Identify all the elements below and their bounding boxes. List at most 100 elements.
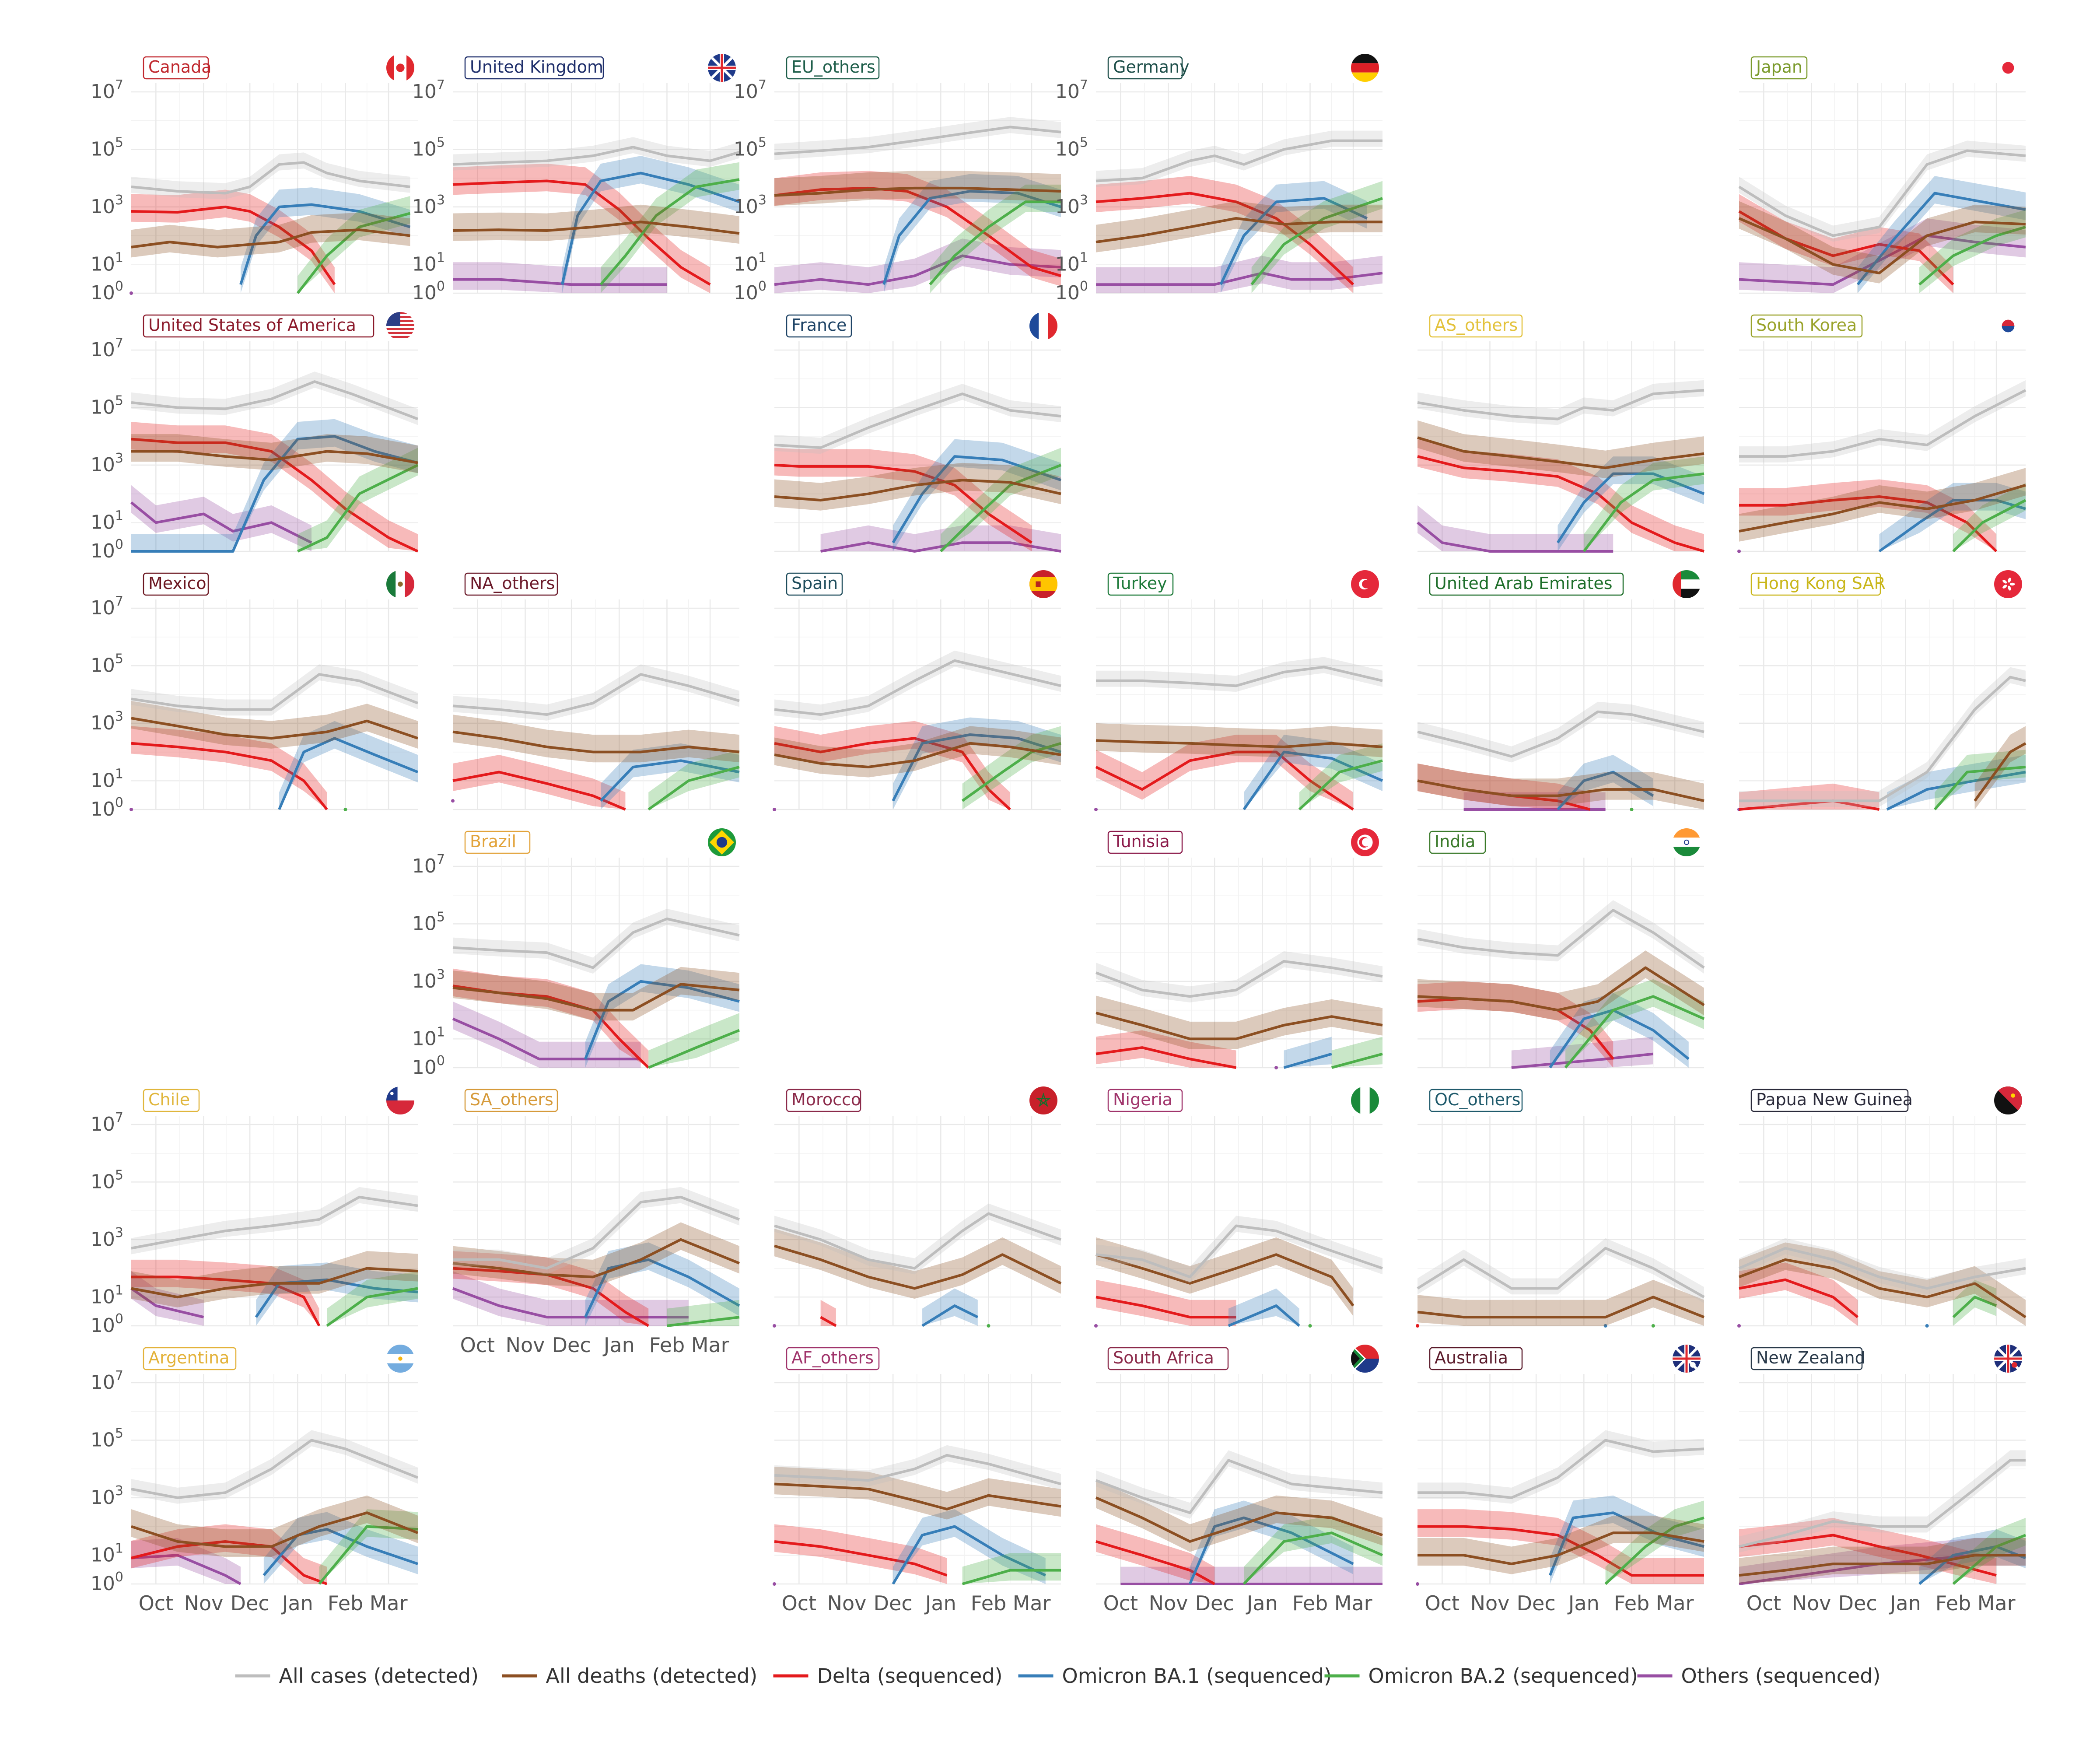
x-tick-label: Nov: [184, 1591, 224, 1615]
panel-title: AF_others: [791, 1348, 874, 1367]
panel-south-africa: South Africa Oct Nov Dec Jan Feb Mar: [1095, 1345, 1383, 1615]
line-ba1: [1556, 472, 1705, 543]
x-tick-label: Nov: [827, 1591, 867, 1615]
x-axis: Oct Nov Dec Jan Feb Mar: [460, 1333, 729, 1357]
x-tick-label: Feb: [328, 1591, 363, 1615]
line-cases: [1417, 389, 1704, 420]
x-axis: Oct Nov Dec Jan Feb Mar: [1425, 1591, 1694, 1615]
panel-title: Brazil: [470, 832, 516, 851]
line-ba2: [1604, 1516, 1704, 1585]
line-cases: [131, 161, 410, 195]
new-zealand-flag-icon: [1994, 1345, 2022, 1373]
x-tick-label: Feb: [971, 1591, 1006, 1615]
ribbon-ba1: [256, 1262, 418, 1326]
y-tick-label: 101: [1055, 250, 1088, 275]
ribbon-deaths: [453, 967, 739, 1021]
tunisia-flag-icon: [1351, 828, 1379, 856]
line-ba2: [1933, 765, 2026, 810]
y-axis: 100 101 103 105 107: [412, 77, 445, 304]
x-axis: Oct Nov Dec Jan Feb Mar: [139, 1591, 408, 1615]
y-axis: 100 101 103 105 107: [91, 1368, 123, 1595]
canada-flag-icon: [386, 54, 414, 82]
line-deaths: [1417, 779, 1704, 802]
papua-new-guinea-flag-icon: [1994, 1086, 2022, 1114]
line-cases: [774, 1454, 1061, 1486]
point-ba2: [1651, 1324, 1655, 1328]
ribbon-deaths: [1096, 201, 1382, 252]
line-deaths: [1739, 484, 2026, 533]
y-tick-label: 105: [412, 909, 445, 935]
ribbon-cases: [1418, 1430, 1704, 1504]
panel-spain: Spain: [773, 570, 1061, 811]
ribbon-ba2: [601, 162, 739, 293]
line-delta: [1096, 1296, 1236, 1319]
y-tick-label: 107: [1055, 77, 1088, 103]
ribbon-others: [131, 1538, 241, 1584]
y-axis: 100 101 103 105 107: [1055, 77, 1088, 304]
line-cases: [131, 673, 419, 711]
x-tick-label: Nov: [1792, 1591, 1831, 1615]
line-cases: [774, 1212, 1062, 1270]
ribbon-others: [1511, 1037, 1653, 1068]
line-ba2: [599, 178, 740, 286]
ribbon-ba2: [962, 726, 1061, 809]
y-tick-label: 101: [91, 1541, 123, 1566]
legend-label: Delta (sequenced): [817, 1664, 1003, 1688]
legend-label: Omicron BA.1 (sequenced): [1062, 1664, 1332, 1688]
x-tick-label: Feb: [1292, 1591, 1328, 1615]
panel-title: AS_others: [1435, 315, 1518, 335]
ribbon-delta: [131, 1524, 327, 1584]
ribbon-delta: [774, 721, 1010, 809]
line-ba2: [940, 464, 1062, 553]
line-others: [131, 1554, 242, 1585]
line-cases: [131, 1439, 419, 1499]
panel-india: India: [1417, 828, 1705, 1069]
line-delta: [774, 463, 1032, 544]
ribbon-ba2: [1331, 1037, 1382, 1068]
panel-tunisia: Tunisia: [1095, 828, 1383, 1069]
line-others: [452, 1287, 689, 1319]
x-axis: Oct Nov Dec Jan Feb Mar: [1746, 1591, 2016, 1615]
line-ba1: [1189, 1516, 1354, 1585]
ribbon-ba1: [893, 439, 1061, 551]
y-axis: 100 101 103 105 107: [91, 77, 123, 304]
panel-title: Spain: [791, 574, 838, 593]
ribbon-others: [131, 485, 312, 551]
y-tick-label: 107: [734, 77, 766, 103]
line-cases: [1095, 960, 1383, 998]
south-korea-flag-icon: [1994, 312, 2022, 340]
line-ba1: [1219, 197, 1368, 285]
line-ba2: [1242, 1531, 1383, 1585]
line-deaths: [452, 221, 740, 235]
x-tick-label: Jan: [281, 1591, 313, 1615]
panel-sa-others: SA_others Oct Nov Dec Jan Feb Mar: [452, 1089, 740, 1357]
line-others: [453, 278, 667, 286]
ribbon-ba2: [1244, 1515, 1382, 1584]
y-tick-label: 103: [412, 967, 445, 992]
line-cases: [1417, 909, 1705, 969]
ribbon-cases: [1096, 951, 1382, 1003]
line-cases: [774, 659, 1061, 716]
y-tick-label: 103: [734, 193, 766, 218]
ribbon-deaths: [1096, 995, 1382, 1049]
line-ba2: [1952, 499, 2026, 553]
panel-title: Morocco: [791, 1090, 861, 1109]
panel-hong-kong-sar: Hong Kong SAR: [1737, 570, 2026, 811]
y-tick-label: 107: [91, 336, 123, 361]
y-tick-label: 107: [91, 77, 123, 103]
line-ba1: [584, 1258, 740, 1318]
usa-flag-icon: [386, 312, 414, 338]
nigeria-flag-icon: [1351, 1086, 1379, 1114]
point-ba1: [1925, 1324, 1929, 1328]
ribbon-ba2: [1584, 456, 1704, 551]
line-ba1: [1228, 1304, 1300, 1327]
line-deaths: [131, 1511, 419, 1548]
ribbon-deaths: [1418, 1279, 1704, 1326]
uae-flag-icon: [1673, 570, 1701, 598]
x-axis: Oct Nov Dec Jan Feb Mar: [1103, 1591, 1372, 1615]
x-tick-label: Jan: [1246, 1591, 1278, 1615]
y-tick-label: 103: [91, 1225, 123, 1251]
panel-grid: [1739, 341, 2026, 552]
line-ba1: [1878, 499, 2026, 553]
x-tick-label: Mar: [691, 1333, 729, 1357]
